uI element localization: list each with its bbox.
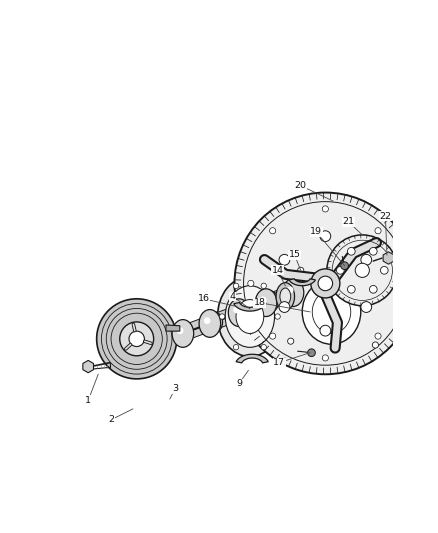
Ellipse shape [361,254,372,265]
Text: 17: 17 [273,358,285,367]
Text: 3: 3 [172,384,178,393]
Ellipse shape [255,289,277,317]
Polygon shape [289,279,315,286]
Ellipse shape [275,314,280,319]
Ellipse shape [269,228,276,234]
Polygon shape [166,325,180,331]
Ellipse shape [204,317,210,324]
Ellipse shape [397,280,403,287]
Polygon shape [237,295,269,320]
Polygon shape [236,354,268,363]
Ellipse shape [322,355,328,361]
Polygon shape [180,316,212,341]
Ellipse shape [228,299,250,327]
Ellipse shape [279,302,290,312]
Ellipse shape [97,299,177,379]
Text: 15: 15 [289,251,300,260]
Ellipse shape [287,286,293,293]
Ellipse shape [236,300,264,334]
Ellipse shape [260,290,279,312]
Ellipse shape [279,254,290,265]
Ellipse shape [288,338,294,344]
Ellipse shape [218,277,282,357]
Text: 2: 2 [108,415,114,424]
Ellipse shape [248,280,254,287]
Ellipse shape [375,333,381,339]
Ellipse shape [200,313,218,335]
Ellipse shape [280,288,291,305]
Ellipse shape [307,349,315,357]
Ellipse shape [234,192,416,374]
Text: 19: 19 [310,227,322,236]
Ellipse shape [204,311,223,333]
Ellipse shape [233,344,239,350]
Ellipse shape [233,306,240,313]
Polygon shape [234,303,266,311]
Text: 9: 9 [236,379,242,388]
Ellipse shape [322,206,328,212]
Ellipse shape [361,302,372,312]
Ellipse shape [129,331,145,346]
Ellipse shape [347,247,355,255]
Ellipse shape [355,263,369,277]
Ellipse shape [341,262,349,270]
Ellipse shape [219,314,225,319]
Ellipse shape [302,280,361,344]
Polygon shape [383,252,394,264]
Ellipse shape [347,286,355,293]
Ellipse shape [320,325,331,336]
Ellipse shape [276,282,294,310]
Text: 4: 4 [230,292,236,301]
Text: 21: 21 [343,217,354,227]
Ellipse shape [225,286,275,348]
Ellipse shape [361,265,367,271]
Ellipse shape [381,266,388,274]
Ellipse shape [199,310,221,337]
Ellipse shape [233,283,239,288]
Ellipse shape [261,344,266,350]
Text: 14: 14 [272,266,283,275]
Ellipse shape [369,286,377,293]
Text: 20: 20 [295,181,307,190]
Ellipse shape [260,296,267,303]
Polygon shape [291,263,375,366]
Ellipse shape [261,283,266,288]
Text: 16: 16 [198,294,210,303]
Ellipse shape [375,228,381,234]
Ellipse shape [327,235,398,306]
Text: 1: 1 [85,396,91,405]
Ellipse shape [372,342,378,348]
Polygon shape [207,305,242,330]
Ellipse shape [336,266,344,274]
Ellipse shape [311,269,340,298]
Ellipse shape [320,231,331,241]
Ellipse shape [298,267,304,273]
Polygon shape [263,286,296,310]
Polygon shape [83,360,94,373]
Ellipse shape [269,333,276,339]
Ellipse shape [255,293,273,314]
Ellipse shape [172,320,194,348]
Ellipse shape [120,322,154,356]
Ellipse shape [318,276,332,290]
Text: 18: 18 [254,298,266,307]
Text: 22: 22 [379,212,392,221]
Ellipse shape [369,247,377,255]
Ellipse shape [177,327,184,334]
Ellipse shape [282,279,304,306]
